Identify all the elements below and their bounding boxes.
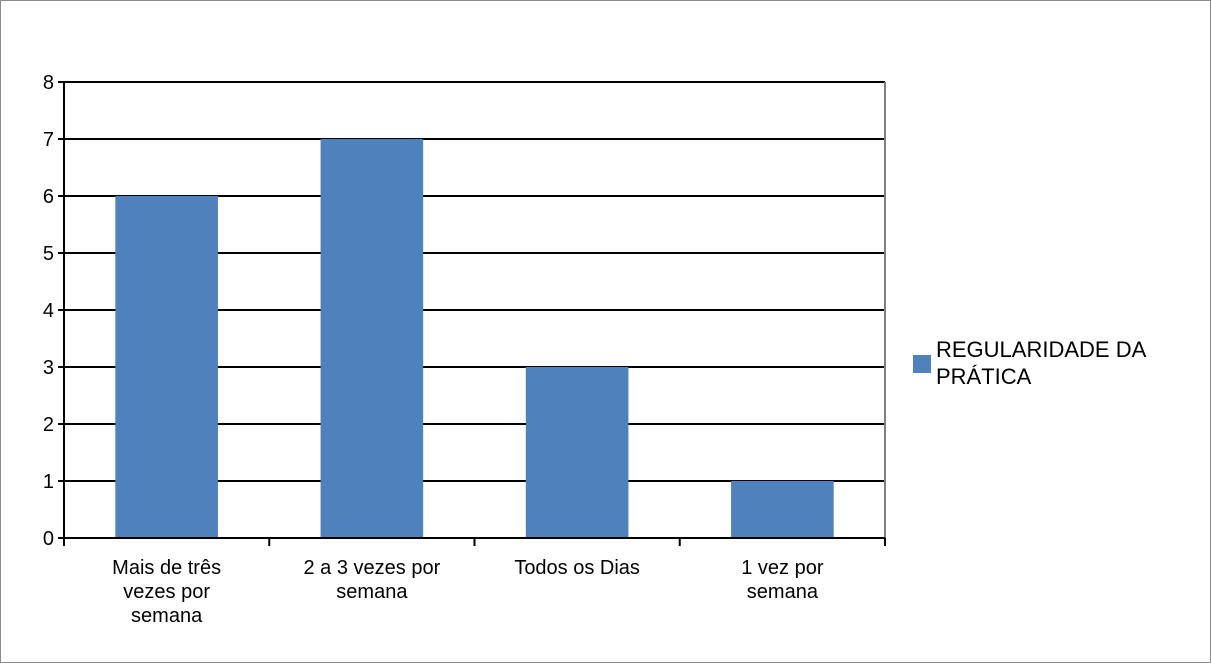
y-axis-ticks: 0 1 2 3 4 5 6 7 8 xyxy=(43,72,64,550)
bar xyxy=(320,139,424,538)
x-tick-label-line: 2 a 3 vezes por xyxy=(304,557,441,579)
y-tick-label: 1 xyxy=(43,471,54,493)
x-tick-label-line: Todos os Dias xyxy=(514,557,640,579)
x-tick-label-line: semana xyxy=(747,581,819,603)
bar xyxy=(525,367,629,538)
legend-swatch xyxy=(913,355,931,373)
x-tick-label-line: semana xyxy=(131,605,203,627)
x-tick-label-line: 1 vez por xyxy=(741,557,824,579)
y-tick-label: 5 xyxy=(43,243,54,265)
x-tick-label-line: Mais de três xyxy=(112,557,221,579)
x-tick-label: Mais de três vezes por semana xyxy=(112,557,221,627)
y-tick-label: 7 xyxy=(43,129,54,151)
y-tick-label: 3 xyxy=(43,357,54,379)
bar xyxy=(731,481,834,538)
x-tick-label-line: vezes por xyxy=(123,581,210,603)
bar xyxy=(115,196,218,538)
x-tick-label: 1 vez por semana xyxy=(741,557,824,603)
y-tick-label: 6 xyxy=(43,186,54,208)
y-tick-label: 0 xyxy=(43,528,54,550)
y-tick-label: 8 xyxy=(43,72,54,94)
x-tick-label-line: semana xyxy=(336,581,408,603)
y-tick-label: 2 xyxy=(43,414,54,436)
legend-label: REGULARIDADE DA PRÁTICA xyxy=(936,337,1146,389)
axes xyxy=(58,82,886,545)
bars xyxy=(115,139,834,538)
x-tick-label: Todos os Dias xyxy=(514,557,640,579)
x-tick-label: 2 a 3 vezes por semana xyxy=(304,557,441,603)
y-tick-label: 4 xyxy=(43,300,54,322)
